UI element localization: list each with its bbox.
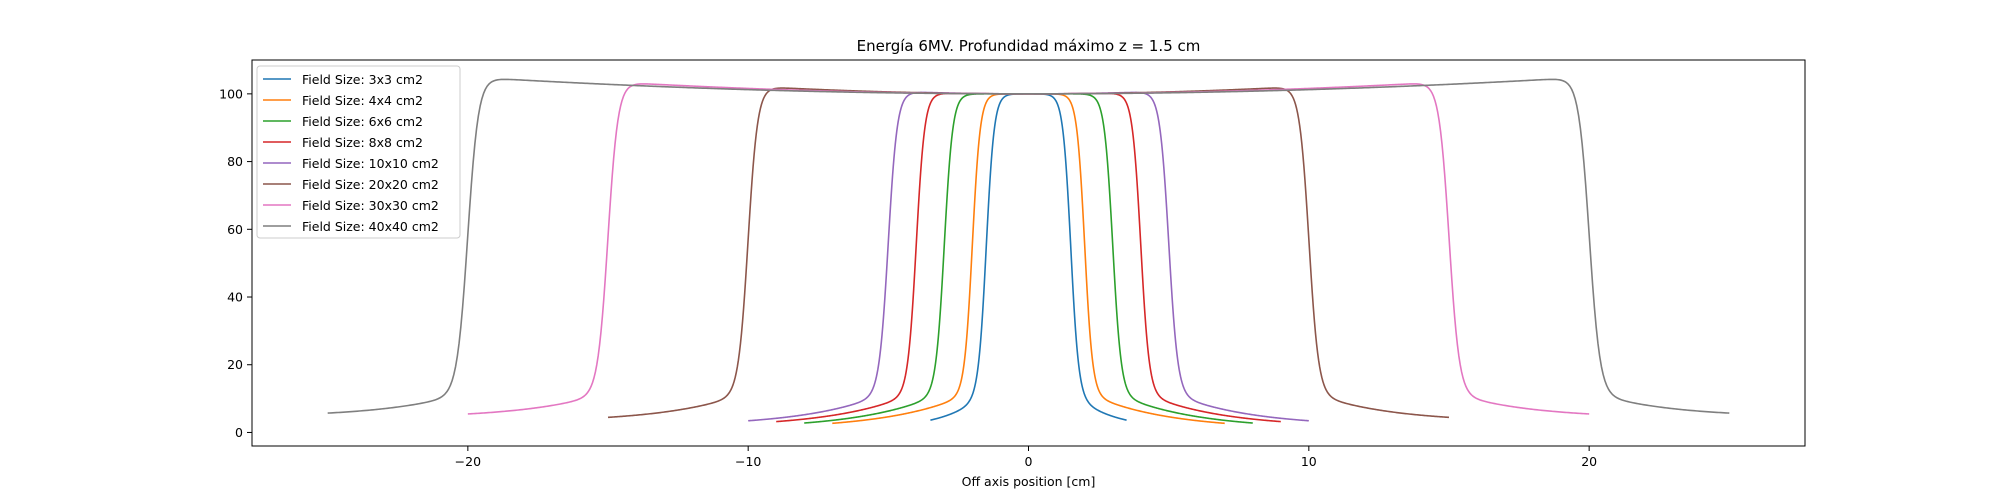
plot-area (252, 60, 1805, 446)
y-tick-label: 0 (235, 425, 243, 440)
legend-label: Field Size: 3x3 cm2 (302, 72, 423, 87)
legend-label: Field Size: 40x40 cm2 (302, 219, 439, 234)
chart-title: Energía 6MV. Profundidad máximo z = 1.5 … (857, 37, 1201, 55)
x-axis-ticks: −20 −10 0 10 20 (455, 446, 1597, 469)
y-axis-ticks: 0 20 40 60 80 100 (219, 86, 252, 440)
series-line-8 (327, 78, 1730, 414)
x-tick-label: 0 (1025, 454, 1033, 469)
y-tick-label: 100 (219, 86, 243, 101)
legend-label: Field Size: 30x30 cm2 (302, 198, 439, 213)
series-lines (327, 78, 1730, 425)
y-tick-label: 40 (227, 290, 243, 305)
legend-label: Field Size: 4x4 cm2 (302, 93, 423, 108)
legend-label: Field Size: 20x20 cm2 (302, 177, 439, 192)
legend-box (256, 65, 461, 239)
y-tick-label: 80 (227, 154, 243, 169)
x-tick-label: 20 (1581, 454, 1597, 469)
y-tick-label: 20 (227, 357, 243, 372)
legend-label: Field Size: 8x8 cm2 (302, 135, 423, 150)
y-tick-label: 60 (227, 222, 243, 237)
x-tick-label: −20 (455, 454, 481, 469)
plot-frame (251, 59, 1806, 447)
legend-label: Field Size: 10x10 cm2 (302, 156, 439, 171)
x-tick-label: −10 (735, 454, 761, 469)
x-axis-label: Off axis position [cm] (962, 474, 1096, 489)
x-tick-label: 10 (1301, 454, 1317, 469)
legend: Field Size: 3x3 cm2 Field Size: 4x4 cm2 Fi… (256, 65, 461, 239)
legend-items: Field Size: 3x3 cm2 Field Size: 4x4 cm2 Fi… (263, 72, 439, 234)
legend-label: Field Size: 6x6 cm2 (302, 114, 423, 129)
